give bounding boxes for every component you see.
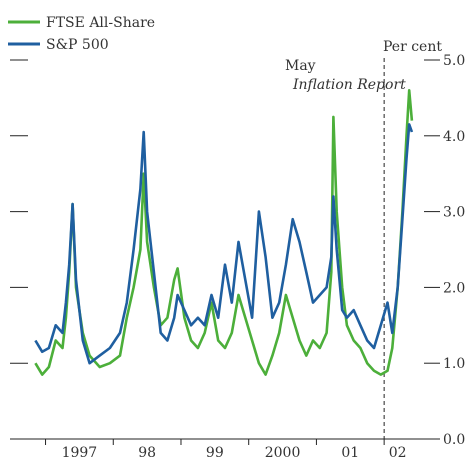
legend: FTSE All-Share S&P 500 [8,15,155,53]
legend-label-ftse: FTSE All-Share [46,15,155,31]
right-tick-label-5: 5.0 [443,53,465,69]
right-tick-label-4: 4.0 [443,129,465,145]
right-tick-label-3: 3.0 [443,205,465,221]
x-tick-label-1: 98 [138,445,156,459]
left-axis-ticks [10,59,28,440]
right-tick-label-1: 1.0 [443,356,465,372]
right-tick-label-2: 2.0 [443,280,465,296]
x-axis: 1997 98 99 2000 01 02 [10,438,440,459]
right-axis: 0.0 1.0 2.0 3.0 4.0 5.0 [424,53,465,448]
series-layer [34,89,414,376]
legend-label-sp500: S&P 500 [46,37,109,53]
right-tick-label-0: 0.0 [443,432,465,448]
annotation-line1: May [285,58,316,74]
series-line-ftse-all-share [34,89,414,376]
x-tick-label-4: 01 [341,445,359,459]
x-tick-label-3: 2000 [265,445,301,459]
annotation-line2: Inflation Report [292,77,406,93]
series-line-sp500 [34,123,414,365]
y-unit-label: Per cent [383,39,442,55]
x-tick-label-2: 99 [206,445,224,459]
x-tick-label-0: 1997 [62,445,98,459]
x-tick-label-5: 02 [389,445,407,459]
